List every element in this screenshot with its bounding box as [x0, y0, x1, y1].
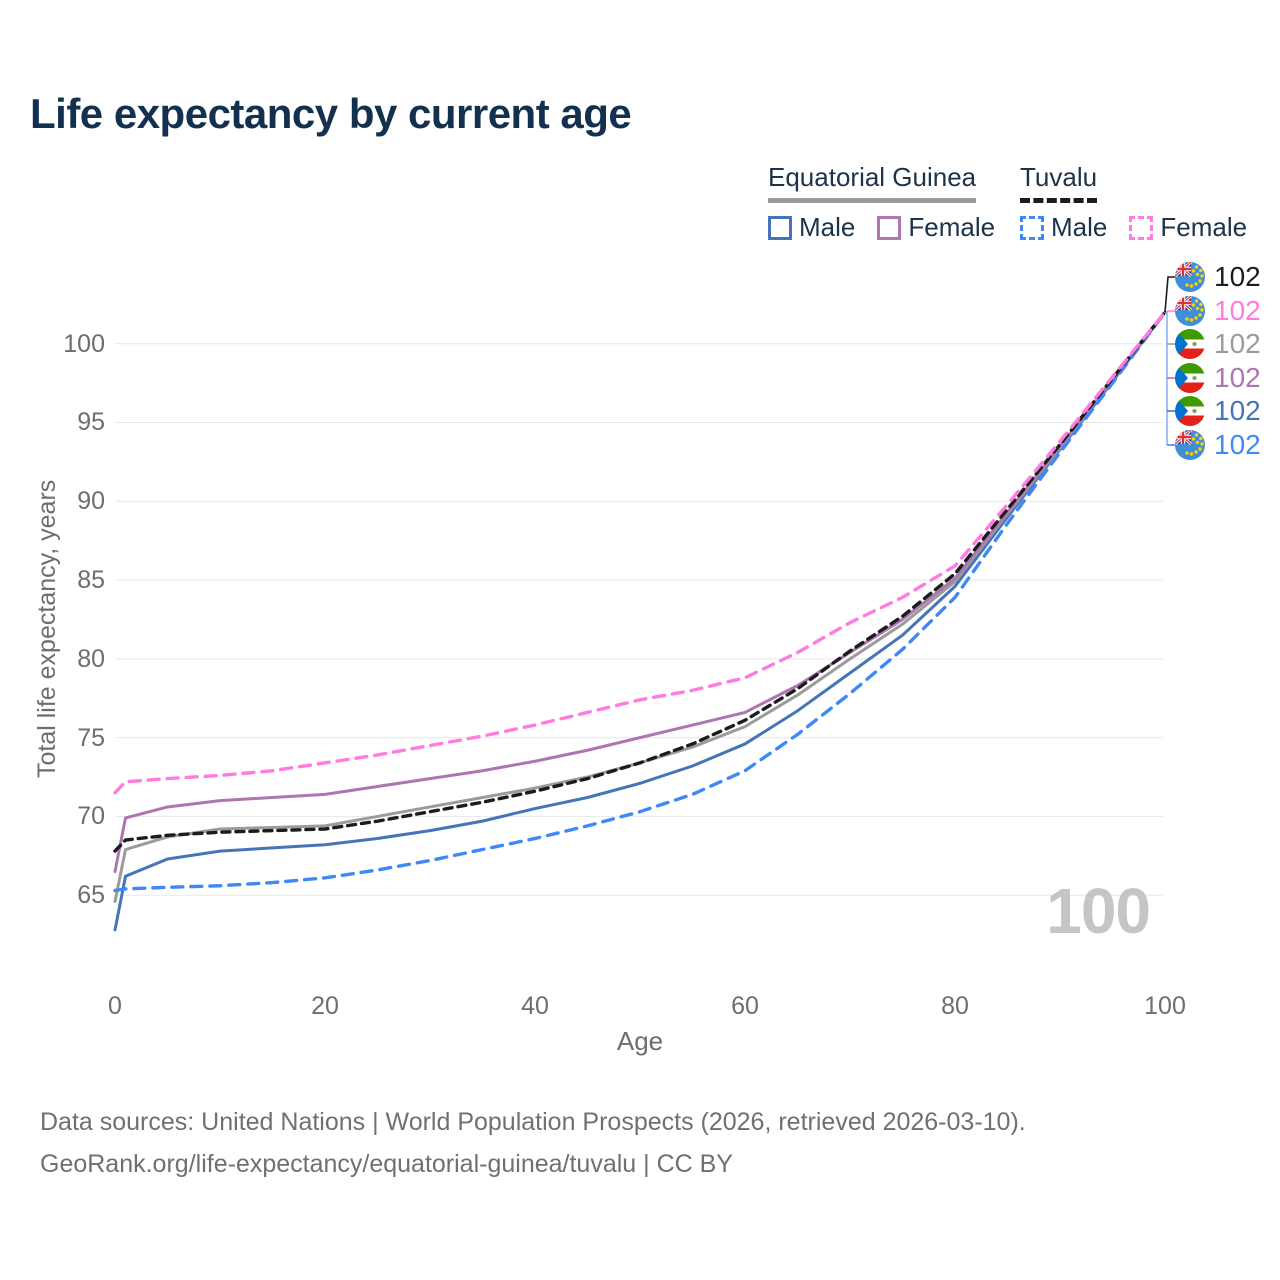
age-watermark: 100: [1046, 875, 1151, 947]
end-value-equatorial-guinea-total: 102: [1214, 328, 1261, 359]
end-label-tuvalu-total: 102: [1175, 261, 1261, 292]
legend-swatch-tv-female-icon: [1129, 215, 1154, 240]
series-line-tv-total: [113, 310, 1167, 853]
xtick-label-40: 40: [521, 992, 549, 1020]
ytick-label-80: 80: [77, 644, 105, 673]
equatorial-guinea-flag-icon: [1175, 329, 1205, 359]
end-value-tuvalu-total: 102: [1214, 261, 1261, 292]
ytick-label-100: 100: [63, 329, 105, 358]
ytick-label-70: 70: [77, 802, 105, 831]
tuvalu-flag-icon: [1175, 262, 1205, 292]
legend-item-tv-male[interactable]: Male: [1020, 212, 1107, 243]
equatorial-guinea-flag-icon: [1175, 363, 1205, 393]
end-value-equatorial-guinea-female: 102: [1214, 362, 1261, 393]
legend-label-tv-male: Male: [1051, 212, 1108, 242]
legend-swatch-tv-male-icon: [1020, 215, 1044, 240]
tuvalu-flag-icon: [1175, 296, 1205, 326]
series-line-gq-female: [113, 310, 1167, 874]
series-line-tv-female: [113, 310, 1167, 795]
legend-label-eg-male: Male: [799, 212, 856, 242]
ytick-label-65: 65: [77, 881, 105, 910]
data-sources-note: Data sources: United Nations | World Pop…: [40, 1108, 1026, 1136]
tuvalu-flag-icon: [1175, 430, 1205, 460]
legend-title-tuvalu[interactable]: Tuvalu: [1020, 162, 1098, 203]
xtick-label-20: 20: [311, 992, 339, 1020]
legend-group-tuvalu: Tuvalu Male Female: [1020, 162, 1247, 243]
connector-tuvalu-total: [1164, 276, 1175, 313]
page-title: Life expectancy by current age: [30, 90, 632, 137]
x-axis-title: Age: [616, 1026, 664, 1056]
ytick-label-90: 90: [77, 487, 105, 516]
legend-label-eg-female: Female: [908, 212, 996, 242]
end-label-equatorial-guinea-total: 102: [1175, 328, 1261, 359]
end-value-tuvalu-female: 102: [1214, 295, 1261, 326]
end-label-tuvalu-female: 102: [1175, 295, 1261, 326]
ytick-label-95: 95: [77, 408, 105, 437]
legend-item-eg-male[interactable]: Male: [768, 212, 855, 243]
end-label-equatorial-guinea-male: 102: [1175, 395, 1261, 426]
xtick-label-100: 100: [1144, 992, 1186, 1020]
end-value-equatorial-guinea-male: 102: [1214, 395, 1261, 426]
legend-label-tv-female: Female: [1160, 212, 1248, 242]
attribution-note: GeoRank.org/life-expectancy/equatorial-g…: [40, 1150, 733, 1178]
ytick-label-85: 85: [77, 566, 105, 595]
legend-item-eg-female[interactable]: Female: [877, 212, 995, 243]
legend-title-equatorial-guinea[interactable]: Equatorial Guinea: [768, 162, 977, 203]
ytick-label-75: 75: [77, 723, 105, 752]
xtick-label-80: 80: [941, 992, 969, 1020]
legend-swatch-eg-female-icon: [877, 215, 902, 240]
end-label-equatorial-guinea-female: 102: [1175, 362, 1261, 393]
xtick-label-60: 60: [731, 992, 759, 1020]
legend-group-equatorial-guinea: Equatorial Guinea Male Female: [768, 162, 995, 243]
end-label-tuvalu-male: 102: [1175, 429, 1261, 460]
legend-item-tv-female[interactable]: Female: [1129, 212, 1247, 243]
equatorial-guinea-flag-icon: [1175, 396, 1205, 426]
legend-swatch-eg-male-icon: [768, 215, 792, 240]
xtick-label-0: 0: [108, 992, 122, 1020]
series-line-tv-male: [113, 310, 1167, 893]
series-line-gq-male: [113, 310, 1167, 932]
end-value-tuvalu-male: 102: [1214, 429, 1261, 460]
